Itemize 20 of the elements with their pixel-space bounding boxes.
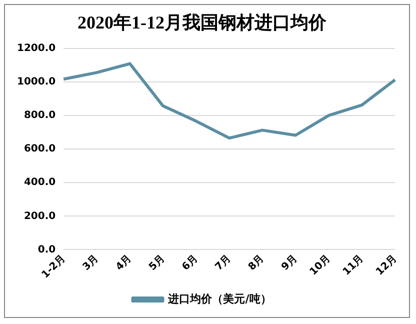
y-tick-label: 400.0 xyxy=(24,177,56,188)
x-tick-label: 7月 xyxy=(213,253,234,273)
x-tick-label: 1-2月 xyxy=(40,253,68,281)
x-tick-label: 9月 xyxy=(280,253,300,273)
x-tick-label: 12月 xyxy=(374,253,399,278)
x-tick-label: 10月 xyxy=(308,253,333,278)
y-tick-label: 600.0 xyxy=(24,144,56,155)
y-tick-label: 1200.0 xyxy=(16,43,56,54)
legend-label: 进口均价（美元/吨） xyxy=(167,292,272,306)
y-tick-label: 800.0 xyxy=(24,110,56,122)
y-tick-label: 1000.0 xyxy=(16,76,56,88)
x-tick-label: 3月 xyxy=(80,253,101,273)
y-tick-label: 200.0 xyxy=(24,210,56,222)
x-tick-label: 4月 xyxy=(114,253,134,273)
chart-title: 2020年1-12月我国钢材进口均价 xyxy=(78,12,328,32)
x-tick-label: 11月 xyxy=(341,253,366,278)
x-tick-label: 6月 xyxy=(180,253,200,273)
x-tick-label: 8月 xyxy=(246,253,266,273)
y-tick-label: 0.0 xyxy=(38,244,56,256)
x-tick-label: 5月 xyxy=(147,253,167,273)
